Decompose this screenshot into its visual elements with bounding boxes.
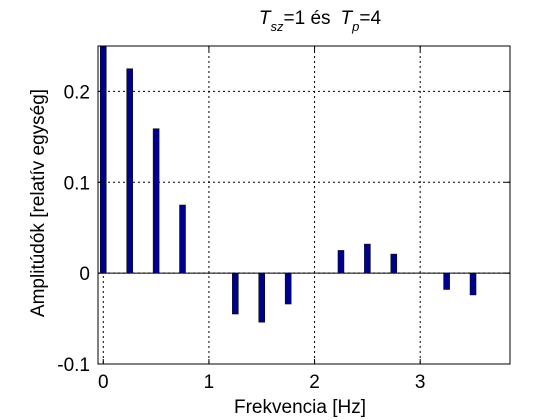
bar — [100, 45, 107, 274]
title-t-p: T — [341, 8, 354, 29]
plot-area — [98, 46, 510, 364]
bar — [152, 128, 160, 274]
x-axis-label: Frekvencia [Hz] — [234, 397, 366, 418]
axes-box — [97, 45, 511, 365]
bar — [126, 68, 133, 274]
bar — [284, 272, 292, 305]
bar — [232, 272, 239, 315]
bar — [364, 243, 371, 274]
y-tick-label: 0.2 — [64, 82, 90, 103]
x-tick-label: 1 — [204, 372, 215, 393]
x-tick-label: 2 — [309, 372, 320, 393]
x-tick-label: 3 — [415, 372, 426, 393]
bars — [100, 45, 477, 323]
title-sub-p: p — [351, 19, 359, 34]
bar — [390, 253, 398, 274]
bar — [469, 272, 477, 296]
y-tick-label: 0 — [79, 264, 90, 285]
title-end: =4 — [359, 8, 381, 29]
ticks: 0 1 2 3 -0.1 0 0.1 0.2 — [57, 46, 510, 393]
title-t-sz: T — [259, 8, 272, 29]
bar — [337, 250, 345, 274]
bar — [258, 272, 265, 323]
bar — [179, 204, 186, 274]
y-tick-label: 0.1 — [64, 173, 90, 194]
bar — [443, 272, 450, 290]
title-sub-sz: sz — [271, 19, 285, 34]
y-tick-label: -0.1 — [57, 355, 90, 376]
x-tick-label: 0 — [98, 372, 109, 393]
title-mid: =1 és — [284, 8, 331, 29]
chart-title: Tsz=1 és Tp=4 — [259, 8, 382, 34]
y-axis-label: Amplitúdók [relatív egység] — [28, 89, 49, 317]
